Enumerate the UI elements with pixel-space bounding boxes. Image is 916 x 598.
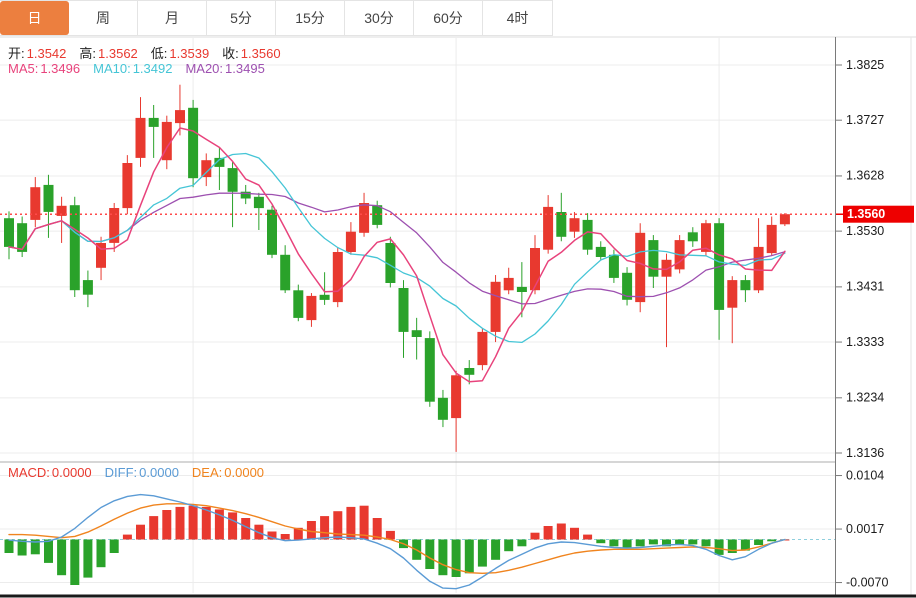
tab-周[interactable]: 周: [69, 1, 138, 35]
svg-text:1.3727: 1.3727: [846, 113, 884, 127]
dea-label: DEA:: [191, 465, 223, 480]
tab-60分[interactable]: 60分: [414, 1, 483, 35]
timeframe-tabbar: 日周月 5分 15分 30分 60分 4时: [0, 0, 553, 36]
svg-text:1.3560: 1.3560: [847, 207, 885, 221]
diff-line: [8, 493, 786, 590]
open-label: 开:: [8, 46, 25, 61]
svg-text:0.0017: 0.0017: [846, 522, 884, 536]
svg-text:0.0104: 0.0104: [846, 468, 884, 482]
price-tag: 1.3560: [836, 205, 914, 223]
ma10-line: [8, 152, 786, 344]
tab-月[interactable]: 月: [138, 1, 207, 35]
tab-日[interactable]: 日: [0, 1, 69, 35]
svg-text:1.3530: 1.3530: [846, 224, 884, 238]
macd-label: MACD:: [8, 465, 50, 480]
ma5-label: MA5:: [8, 61, 39, 76]
ma5-value: 1.3496: [40, 61, 81, 76]
high-value: 1.3562: [98, 46, 138, 61]
ma20-label: MA20:: [185, 61, 224, 76]
tab-15分[interactable]: 15分: [276, 1, 345, 35]
macd-legend: MACD: 0.0000 DIFF: 0.0000 DEA: 0.0000: [8, 465, 277, 480]
low-value: 1.3539: [169, 46, 210, 61]
tab-5分[interactable]: 5分: [207, 1, 276, 35]
macd-value: 0.0000: [51, 465, 92, 480]
ma20-line: [8, 192, 786, 305]
svg-text:1.3333: 1.3333: [846, 335, 884, 349]
low-label: 低:: [150, 46, 168, 61]
svg-text:1.3431: 1.3431: [846, 280, 884, 294]
ma20-value: 1.3495: [225, 61, 265, 76]
svg-text:1.3234: 1.3234: [846, 391, 884, 405]
diff-label: DIFF:: [104, 465, 138, 480]
diff-value: 0.0000: [139, 465, 179, 480]
svg-text:1.3825: 1.3825: [846, 58, 884, 72]
ma5-line: [8, 127, 786, 383]
ma10-label: MA10:: [93, 61, 131, 76]
dea-value: 0.0000: [224, 465, 265, 480]
y-axis: 1.3825 1.3727 1.3628 1.3530 1.3431 1.3333 1.32…: [836, 58, 888, 589]
open-value: 1.3542: [26, 46, 67, 61]
svg-text:1.3136: 1.3136: [846, 446, 884, 460]
ma10-value: 1.3492: [132, 61, 173, 76]
close-label: 收:: [222, 46, 239, 61]
svg-text:1.3628: 1.3628: [846, 169, 884, 183]
svg-text:-0.0070: -0.0070: [846, 575, 888, 589]
high-label: 高:: [79, 46, 97, 61]
ohlc-legend: 开: 1.3542 高: 1.3562 低: 1.3539 收: 1.3560: [8, 43, 294, 62]
tab-4时[interactable]: 4时: [506, 10, 529, 26]
tab-30分[interactable]: 30分: [345, 1, 414, 35]
panel-borders: [0, 36, 916, 598]
ma-legend: MA5: 1.3496 MA10: 1.3492 MA20: 1.3495: [8, 61, 278, 76]
close-value: 1.3560: [240, 46, 281, 61]
dea-line: [8, 503, 786, 574]
